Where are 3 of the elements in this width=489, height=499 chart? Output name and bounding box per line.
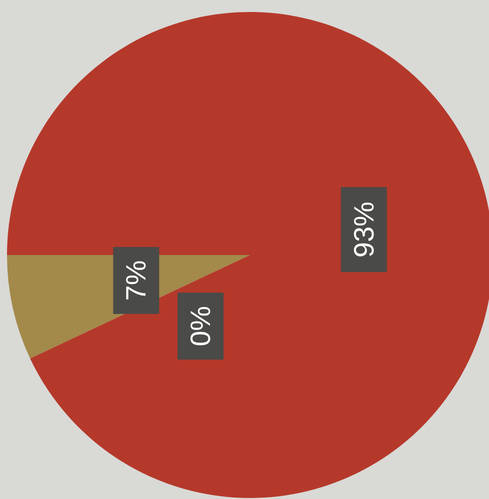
data-label: 93% (348, 202, 380, 258)
text: 0% (185, 306, 216, 346)
data-label: 7% (120, 260, 152, 301)
